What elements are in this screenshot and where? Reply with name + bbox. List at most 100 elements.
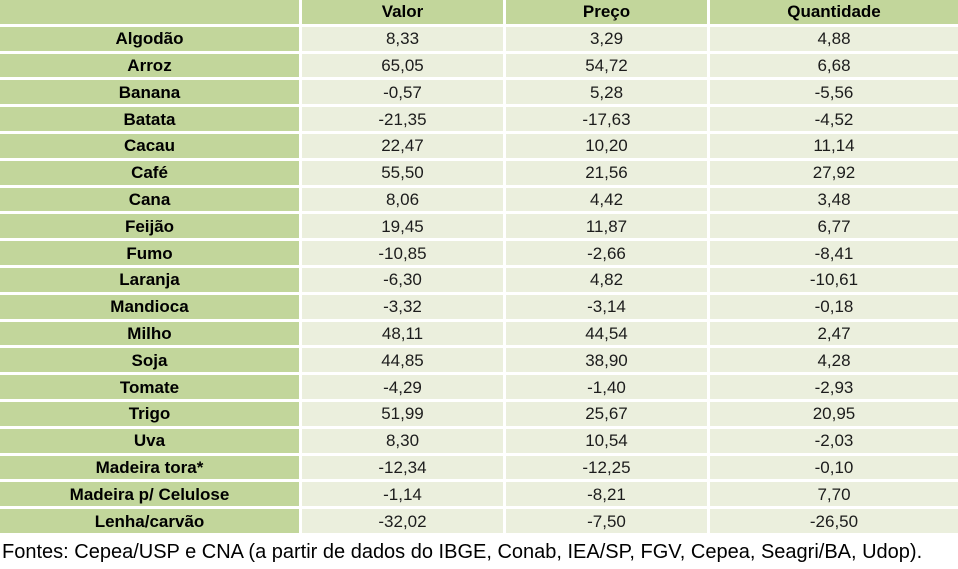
- value-cell: -6,30: [302, 267, 506, 295]
- value-cell: 10,20: [506, 133, 710, 161]
- table-row: Batata -21,35 -17,63 -4,52: [0, 107, 958, 134]
- value-cell: 8,30: [302, 428, 506, 456]
- source-note: Fontes: Cepea/USP e CNA (a partir de dad…: [2, 540, 923, 563]
- value-cell: 8,33: [302, 26, 506, 54]
- table-row: Milho 48,11 44,54 2,47: [0, 321, 958, 349]
- value-cell: 5,28: [506, 80, 710, 108]
- table-row: Café 55,50 21,56 27,92: [0, 160, 958, 188]
- value-cell: -2,03: [710, 428, 958, 456]
- value-cell: 7,70: [710, 482, 958, 510]
- row-label: Soja: [0, 348, 302, 376]
- row-label: Mandioca: [0, 294, 302, 322]
- value-cell: -4,29: [302, 375, 506, 402]
- value-cell: 4,82: [506, 267, 710, 295]
- value-cell: 2,47: [710, 321, 958, 349]
- value-cell: 3,48: [710, 187, 958, 215]
- value-cell: -0,18: [710, 294, 958, 322]
- row-label: Lenha/carvão: [0, 509, 302, 536]
- value-cell: 25,67: [506, 401, 710, 429]
- value-cell: 10,54: [506, 428, 710, 456]
- value-cell: 44,85: [302, 348, 506, 376]
- value-cell: -12,34: [302, 455, 506, 483]
- table-row: Cana 8,06 4,42 3,48: [0, 187, 958, 215]
- row-label: Trigo: [0, 401, 302, 429]
- value-cell: -0,10: [710, 455, 958, 483]
- value-cell: -2,66: [506, 241, 710, 268]
- value-cell: 3,29: [506, 26, 710, 54]
- value-cell: 20,95: [710, 401, 958, 429]
- table-row: Tomate -4,29 -1,40 -2,93: [0, 375, 958, 402]
- col-header-valor: Valor: [302, 0, 506, 27]
- row-label: Uva: [0, 428, 302, 456]
- table-row: Fumo -10,85 -2,66 -8,41: [0, 241, 958, 268]
- value-cell: 27,92: [710, 160, 958, 188]
- header-row: Valor Preço Quantidade: [0, 0, 958, 27]
- value-cell: 11,87: [506, 214, 710, 242]
- value-cell: 19,45: [302, 214, 506, 242]
- row-label: Banana: [0, 80, 302, 108]
- row-label: Café: [0, 160, 302, 188]
- row-label: Fumo: [0, 241, 302, 268]
- value-cell: -17,63: [506, 107, 710, 134]
- value-cell: 22,47: [302, 133, 506, 161]
- value-cell: 6,77: [710, 214, 958, 242]
- row-label: Batata: [0, 107, 302, 134]
- value-cell: -8,21: [506, 482, 710, 510]
- table-row: Trigo 51,99 25,67 20,95: [0, 401, 958, 429]
- value-cell: -10,61: [710, 267, 958, 295]
- row-label: Milho: [0, 321, 302, 349]
- value-cell: -8,41: [710, 241, 958, 268]
- value-cell: -3,14: [506, 294, 710, 322]
- col-header-quantidade: Quantidade: [710, 0, 958, 27]
- value-cell: 48,11: [302, 321, 506, 349]
- value-cell: 51,99: [302, 401, 506, 429]
- row-label: Laranja: [0, 267, 302, 295]
- value-cell: 11,14: [710, 133, 958, 161]
- row-label: Arroz: [0, 53, 302, 81]
- value-cell: -32,02: [302, 509, 506, 536]
- row-label: Algodão: [0, 26, 302, 54]
- col-header-preco: Preço: [506, 0, 710, 27]
- value-cell: -21,35: [302, 107, 506, 134]
- value-cell: 21,56: [506, 160, 710, 188]
- value-cell: -10,85: [302, 241, 506, 268]
- data-table: Valor Preço Quantidade Algodão 8,33 3,29 4,…: [0, 0, 958, 536]
- row-label: Madeira p/ Celulose: [0, 482, 302, 510]
- value-cell: 4,42: [506, 187, 710, 215]
- row-label: Tomate: [0, 375, 302, 402]
- value-cell: 44,54: [506, 321, 710, 349]
- value-cell: -1,40: [506, 375, 710, 402]
- table-row: Lenha/carvão -32,02 -7,50 -26,50: [0, 509, 958, 536]
- row-label: Cana: [0, 187, 302, 215]
- value-cell: 6,68: [710, 53, 958, 81]
- table-row: Madeira tora* -12,34 -12,25 -0,10: [0, 455, 958, 483]
- value-cell: -7,50: [506, 509, 710, 536]
- value-cell: 8,06: [302, 187, 506, 215]
- row-label: Madeira tora*: [0, 455, 302, 483]
- value-cell: -3,32: [302, 294, 506, 322]
- table-row: Mandioca -3,32 -3,14 -0,18: [0, 294, 958, 322]
- value-cell: -12,25: [506, 455, 710, 483]
- value-cell: -1,14: [302, 482, 506, 510]
- corner-cell: [0, 0, 302, 27]
- table-row: Banana -0,57 5,28 -5,56: [0, 80, 958, 108]
- value-cell: 55,50: [302, 160, 506, 188]
- value-cell: -4,52: [710, 107, 958, 134]
- table-row: Uva 8,30 10,54 -2,03: [0, 428, 958, 456]
- value-cell: -2,93: [710, 375, 958, 402]
- row-label: Cacau: [0, 133, 302, 161]
- value-cell: 54,72: [506, 53, 710, 81]
- row-label: Feijão: [0, 214, 302, 242]
- value-cell: 4,88: [710, 26, 958, 54]
- value-cell: 38,90: [506, 348, 710, 376]
- table-row: Arroz 65,05 54,72 6,68: [0, 53, 958, 81]
- table-row: Cacau 22,47 10,20 11,14: [0, 133, 958, 161]
- table-row: Soja 44,85 38,90 4,28: [0, 348, 958, 376]
- table-row: Feijão 19,45 11,87 6,77: [0, 214, 958, 242]
- value-cell: -0,57: [302, 80, 506, 108]
- table-row: Laranja -6,30 4,82 -10,61: [0, 267, 958, 295]
- value-cell: -26,50: [710, 509, 958, 536]
- table-row: Algodão 8,33 3,29 4,88: [0, 26, 958, 54]
- table-row: Madeira p/ Celulose -1,14 -8,21 7,70: [0, 482, 958, 510]
